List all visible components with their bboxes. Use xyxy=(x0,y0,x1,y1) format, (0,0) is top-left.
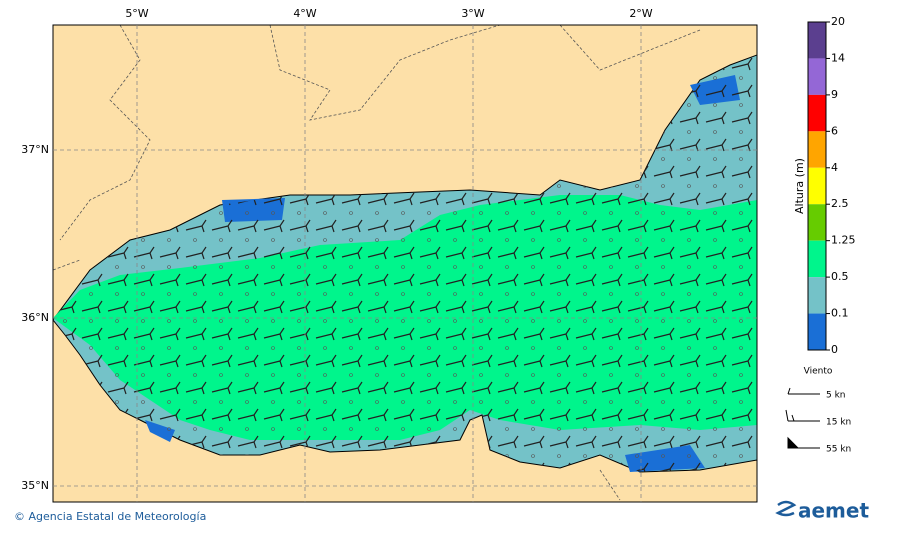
colorbar-label: 20 xyxy=(831,15,845,28)
map-area xyxy=(53,25,757,502)
borders xyxy=(53,25,701,501)
logo: aemet xyxy=(798,499,869,523)
wind-label: 15 kn xyxy=(826,418,851,428)
lon-label: 2°W xyxy=(629,7,652,20)
colorbar-segment xyxy=(808,313,826,350)
colorbar-segment xyxy=(808,277,826,314)
colorbar-label: 9 xyxy=(831,88,838,101)
colorbar-label: 2.5 xyxy=(831,197,849,210)
colorbar-label: 0.5 xyxy=(831,270,849,283)
logo-icon xyxy=(775,500,797,517)
lat-label: 36°N xyxy=(21,311,49,324)
colorbar-label: 4 xyxy=(831,161,838,174)
colorbar-segment xyxy=(808,94,826,132)
wind-barb-key xyxy=(787,436,820,449)
colorbar-segment xyxy=(808,204,826,241)
colorbar-label: 6 xyxy=(831,124,838,137)
colorbar-segment xyxy=(808,167,826,205)
lon-label: 4°W xyxy=(293,7,316,20)
lat-label: 37°N xyxy=(21,143,49,156)
colorbar-label: 0.1 xyxy=(831,307,849,320)
wind-barb-key xyxy=(787,387,820,395)
colorbar-frame xyxy=(807,21,827,351)
colorbar-segment xyxy=(808,131,826,168)
wind-title: Viento xyxy=(804,367,833,377)
wind-barbs xyxy=(53,55,757,472)
colorbar-title: Altura (m) xyxy=(793,158,806,214)
lon-label: 5°W xyxy=(125,7,148,20)
wind-label: 55 kn xyxy=(826,445,851,455)
lat-label: 35°N xyxy=(21,479,49,492)
wind-label: 5 kn xyxy=(826,391,846,401)
colorbar-segment xyxy=(808,22,826,59)
colorbar-label: 0 xyxy=(831,343,838,356)
colorbar-label: 14 xyxy=(831,51,845,64)
colorbar-segment xyxy=(808,240,826,278)
colorbar-segment xyxy=(808,58,826,95)
map-frame xyxy=(52,24,758,503)
credit: © Agencia Estatal de Meteorología xyxy=(14,510,206,523)
wind-barb-key xyxy=(785,409,820,422)
colorbar-label: 1.25 xyxy=(831,234,856,247)
lon-label: 3°W xyxy=(461,7,484,20)
